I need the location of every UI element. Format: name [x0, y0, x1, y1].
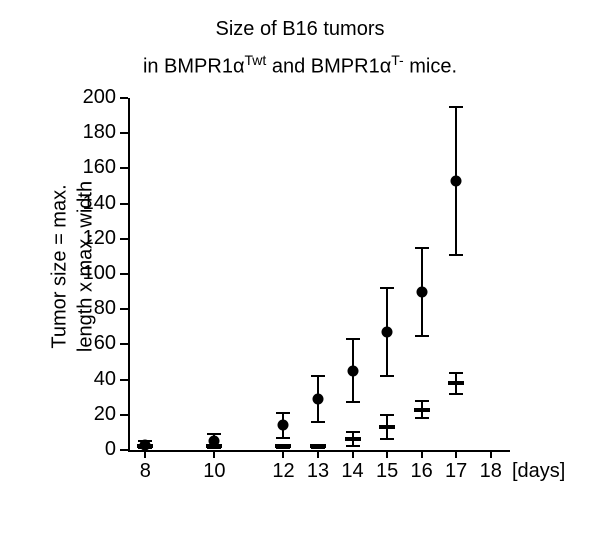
y-axis-label-line1: Tumor size = max.	[49, 167, 72, 367]
y-tick-label: 100	[76, 262, 116, 285]
x-tick-label: 8	[125, 460, 165, 483]
y-tick-label: 160	[76, 156, 116, 179]
x-tick	[490, 450, 492, 458]
x-tick	[317, 450, 319, 458]
error-bar-cap	[380, 375, 394, 377]
y-tick-label: 140	[76, 192, 116, 215]
error-bar-cap	[380, 287, 394, 289]
chart-container: Size of B16 tumors in BMPR1αTwt and BMPR…	[0, 0, 600, 540]
data-point-circle	[451, 175, 462, 186]
y-tick	[120, 167, 128, 169]
error-bar-cap	[276, 437, 290, 439]
y-tick-label: 0	[76, 438, 116, 461]
data-point-dash	[310, 444, 326, 448]
y-tick	[120, 449, 128, 451]
data-point-circle	[382, 327, 393, 338]
title2-mid: and BMPR1α	[266, 56, 391, 78]
y-tick	[120, 414, 128, 416]
y-tick	[120, 343, 128, 345]
error-bar-cap	[449, 106, 463, 108]
error-bar-cap	[380, 438, 394, 440]
y-tick-label: 120	[76, 227, 116, 250]
x-tick	[352, 450, 354, 458]
x-tick	[386, 450, 388, 458]
y-tick	[120, 132, 128, 134]
data-point-dash	[379, 425, 395, 429]
chart-title-line1: Size of B16 tumors	[0, 18, 600, 41]
x-axis-unit-label: [days]	[512, 460, 565, 483]
error-bar-cap	[311, 421, 325, 423]
y-tick-label: 180	[76, 121, 116, 144]
y-tick-label: 80	[76, 297, 116, 320]
title2-prefix: in BMPR1α	[143, 56, 245, 78]
y-tick	[120, 273, 128, 275]
error-bar-cap	[449, 372, 463, 374]
error-bar-cap	[346, 445, 360, 447]
data-point-circle	[416, 286, 427, 297]
error-bar-cap	[380, 414, 394, 416]
title2-suffix: mice.	[404, 56, 457, 78]
error-bar-cap	[415, 247, 429, 249]
x-tick-label: 18	[471, 460, 511, 483]
y-tick-label: 200	[76, 86, 116, 109]
y-tick	[120, 97, 128, 99]
data-point-circle	[313, 393, 324, 404]
x-tick	[421, 450, 423, 458]
error-bar-cap	[346, 431, 360, 433]
y-tick	[120, 203, 128, 205]
data-point-dash	[448, 381, 464, 385]
title2-sup2: T-	[391, 52, 403, 68]
error-bar-cap	[449, 254, 463, 256]
error-bar-cap	[415, 417, 429, 419]
error-bar-cap	[311, 375, 325, 377]
title2-sup1: Twt	[245, 52, 267, 68]
data-point-dash	[137, 444, 153, 448]
x-tick	[455, 450, 457, 458]
x-tick	[282, 450, 284, 458]
data-point-dash	[345, 437, 361, 441]
error-bar-cap	[415, 400, 429, 402]
x-tick	[144, 450, 146, 458]
y-tick-label: 20	[76, 403, 116, 426]
chart-title-line2: in BMPR1αTwt and BMPR1αT- mice.	[0, 52, 600, 79]
data-point-circle	[347, 365, 358, 376]
data-point-dash	[414, 408, 430, 412]
data-point-circle	[278, 420, 289, 431]
data-point-dash	[275, 444, 291, 448]
error-bar-cap	[276, 412, 290, 414]
y-tick-label: 60	[76, 332, 116, 355]
y-tick	[120, 379, 128, 381]
y-tick	[120, 308, 128, 310]
error-bar-cap	[449, 393, 463, 395]
x-tick-label: 10	[194, 460, 234, 483]
y-tick-label: 40	[76, 368, 116, 391]
error-bar-cap	[415, 335, 429, 337]
y-tick	[120, 238, 128, 240]
data-point-dash	[206, 444, 222, 448]
error-bar-cap	[346, 401, 360, 403]
x-tick	[213, 450, 215, 458]
error-bar-cap	[346, 338, 360, 340]
